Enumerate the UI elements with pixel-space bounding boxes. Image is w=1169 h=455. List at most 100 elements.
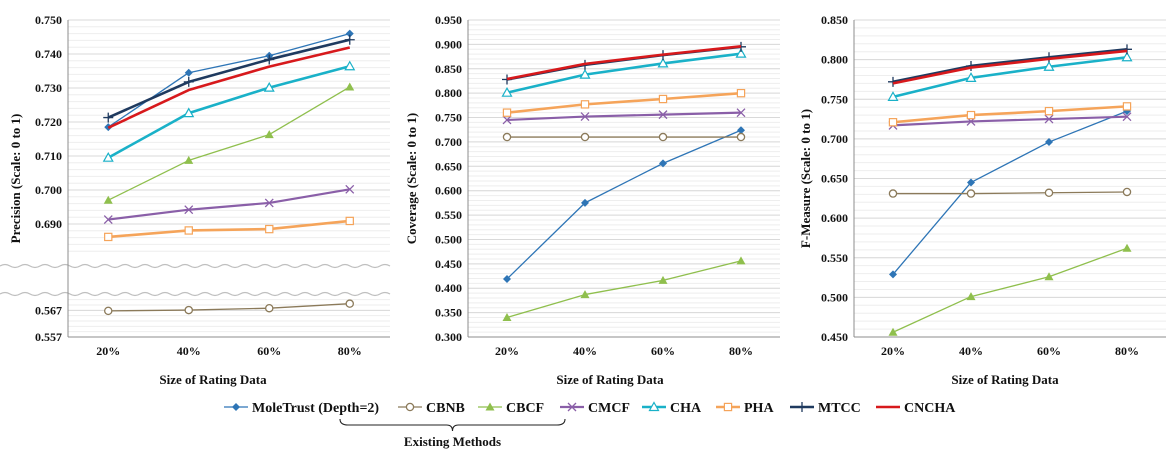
legend-label: MoleTrust (Depth=2): [252, 401, 379, 416]
legend-label: CBNB: [426, 401, 465, 416]
y-tick-label: 0.557: [35, 330, 62, 344]
y-tick-label: 0.650: [435, 159, 462, 173]
x-tick-label: 40%: [959, 344, 983, 358]
x-tick-label: 80%: [729, 344, 753, 358]
data-point: [103, 112, 114, 123]
series-line: [892, 247, 1128, 333]
series-cmcf: [103, 184, 355, 225]
series-line: [107, 86, 351, 201]
data-point: [1122, 112, 1132, 122]
data-point: [502, 108, 512, 117]
y-tick-label: 0.450: [821, 330, 848, 344]
data-point: [503, 274, 511, 283]
y-axis-title: F-Measure (Scale: 0 to 1): [798, 109, 813, 248]
data-point: [887, 91, 899, 101]
data-point: [580, 100, 590, 109]
series-line: [892, 49, 1128, 85]
series-pha: [888, 102, 1132, 127]
data-point: [184, 68, 193, 77]
y-tick-label: 0.750: [35, 13, 62, 27]
data-point: [345, 29, 354, 38]
legend-marker: [405, 402, 415, 412]
data-point: [345, 82, 355, 91]
data-point: [103, 195, 113, 204]
data-point: [658, 110, 668, 120]
y-tick-label: 0.400: [435, 281, 462, 295]
series-cbnb: [502, 132, 746, 142]
series-line: [506, 129, 742, 280]
series-cha: [887, 51, 1133, 101]
series-mtcc: [888, 44, 1132, 87]
data-point: [183, 107, 195, 118]
data-point: [967, 178, 975, 187]
y-tick-label: 0.700: [435, 135, 462, 149]
axis-break-upper: [0, 263, 391, 269]
data-point: [502, 312, 512, 321]
legend-marker: [648, 401, 660, 412]
series-cbnb: [888, 187, 1132, 198]
series-cha: [102, 60, 356, 162]
series-line: [107, 46, 351, 129]
data-point: [264, 130, 274, 139]
y-tick-label: 0.850: [435, 62, 462, 76]
data-point: [1044, 114, 1054, 124]
data-point: [1122, 44, 1132, 55]
x-axis-title: Size of Rating Data: [159, 372, 267, 387]
legend-marker: [485, 402, 495, 411]
x-tick-label: 80%: [338, 344, 362, 358]
data-point: [184, 205, 194, 215]
data-point: [183, 76, 194, 87]
data-point: [579, 68, 591, 79]
y-tick-label: 0.700: [821, 132, 848, 146]
data-point: [888, 189, 898, 198]
legend-marker: [723, 402, 733, 412]
series-cncha: [506, 45, 742, 81]
legend-marker: [232, 403, 240, 411]
y-tick-label: 0.690: [35, 217, 62, 231]
data-point: [966, 110, 976, 120]
series-line: [506, 91, 742, 114]
data-point: [1044, 188, 1054, 198]
y-tick-label: 0.500: [821, 290, 848, 304]
data-point: [184, 226, 193, 235]
data-point: [657, 57, 669, 68]
x-tick-label: 60%: [257, 344, 281, 358]
legend-item-cbnb: CBNB: [398, 401, 465, 416]
data-point: [264, 303, 274, 313]
y-tick-label: 0.850: [821, 13, 848, 27]
legend-label: CNCHA: [904, 401, 956, 416]
y-tick-label: 0.750: [821, 92, 848, 106]
data-point: [345, 216, 354, 226]
legend-item-moletrust-depth-2: MoleTrust (Depth=2): [224, 401, 379, 416]
y-tick-label: 0.710: [35, 149, 62, 163]
series-line: [892, 48, 1128, 84]
data-point: [1122, 187, 1132, 197]
data-point: [965, 72, 977, 82]
data-point: [736, 132, 746, 142]
data-point: [264, 54, 275, 65]
y-tick-label: 0.567: [35, 303, 62, 317]
series-moletrust-depth-2: [503, 126, 745, 283]
y-axis-title: Precision (Scale: 0 to 1): [8, 114, 23, 244]
series-moletrust-depth-2: [889, 107, 1131, 279]
data-point: [345, 299, 354, 308]
series-cncha: [892, 49, 1128, 85]
data-point: [502, 115, 512, 125]
data-point: [1044, 272, 1054, 281]
data-point: [1122, 243, 1132, 252]
legend-item-mtcc: MTCC: [790, 401, 861, 416]
chart-panel-3: 0.450 0.500 0.550 0.600 0.650 0.700 0.750 0.800…: [798, 13, 1166, 387]
data-point: [735, 47, 747, 58]
data-point: [103, 215, 113, 225]
data-point: [1121, 51, 1133, 62]
series-cmcf: [502, 108, 746, 125]
data-point: [736, 88, 746, 98]
y-tick-label: 0.800: [821, 53, 848, 67]
legend-item-cha: CHA: [642, 401, 702, 416]
series-line: [506, 52, 742, 94]
existing-methods-bracket: [339, 418, 566, 432]
legend-item-pha: PHA: [716, 401, 774, 416]
data-point: [1043, 61, 1055, 71]
data-point: [502, 132, 512, 142]
